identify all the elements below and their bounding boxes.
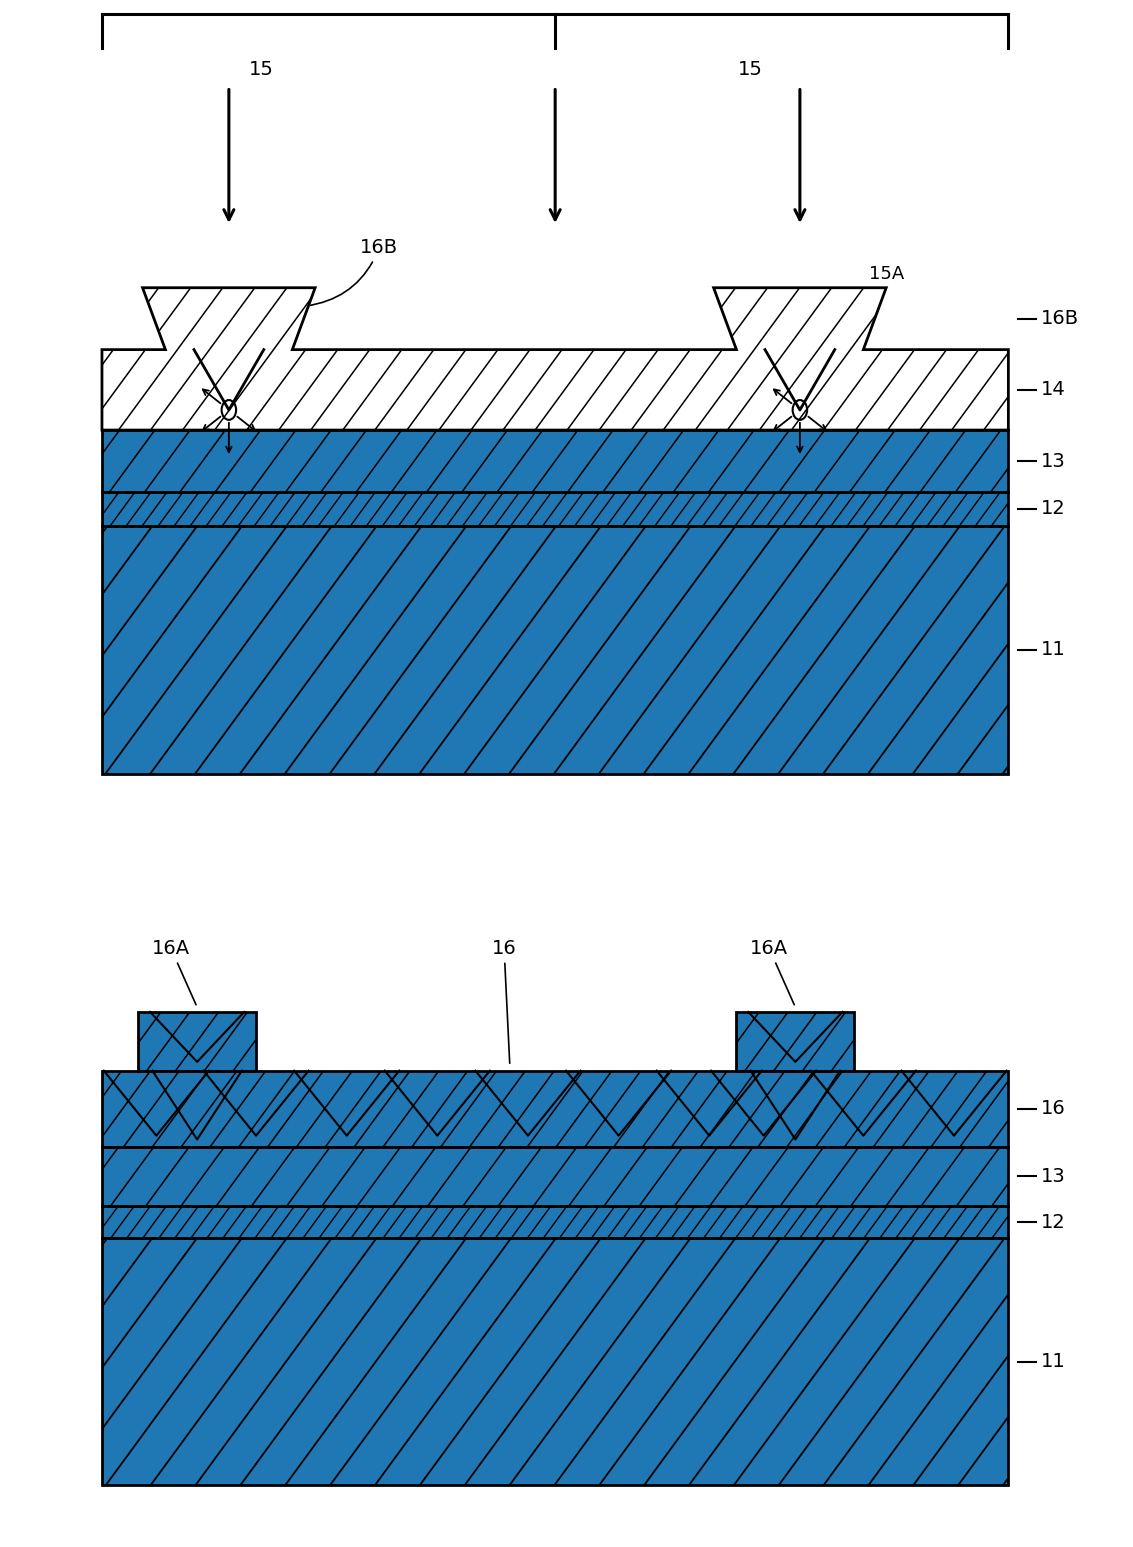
- Bar: [102, 1148, 1008, 1207]
- Bar: [102, 526, 1008, 774]
- Bar: [102, 526, 1008, 774]
- Text: 13: 13: [1041, 452, 1066, 470]
- Text: 16B: 16B: [306, 238, 399, 306]
- Polygon shape: [102, 288, 1008, 430]
- Bar: [736, 1012, 854, 1071]
- Text: 11: 11: [1041, 640, 1066, 659]
- Text: 12: 12: [1041, 500, 1066, 518]
- Text: 16: 16: [1041, 1100, 1066, 1118]
- Bar: [102, 350, 1008, 430]
- Text: 16A: 16A: [152, 939, 196, 1004]
- Bar: [102, 1071, 1008, 1148]
- Bar: [102, 1071, 1008, 1148]
- Text: 15: 15: [738, 60, 763, 79]
- Bar: [102, 492, 1008, 526]
- Text: 16B: 16B: [1041, 309, 1080, 328]
- Text: 16A: 16A: [750, 939, 794, 1004]
- Bar: [102, 492, 1008, 526]
- Text: 15A: 15A: [869, 265, 904, 283]
- Bar: [138, 1012, 256, 1071]
- Text: 14: 14: [1041, 381, 1066, 399]
- Text: 13: 13: [1041, 1166, 1066, 1187]
- Bar: [138, 1012, 256, 1071]
- Bar: [102, 1207, 1008, 1238]
- Bar: [102, 430, 1008, 492]
- Bar: [102, 1207, 1008, 1238]
- Text: 15: 15: [249, 60, 274, 79]
- Bar: [102, 1238, 1008, 1485]
- Bar: [102, 1238, 1008, 1485]
- Text: 11: 11: [1041, 1352, 1066, 1371]
- Bar: [102, 1148, 1008, 1207]
- Text: 12: 12: [1041, 1213, 1066, 1231]
- Bar: [736, 1012, 854, 1071]
- Polygon shape: [102, 288, 1008, 430]
- Text: 16: 16: [492, 939, 517, 1063]
- Bar: [102, 430, 1008, 492]
